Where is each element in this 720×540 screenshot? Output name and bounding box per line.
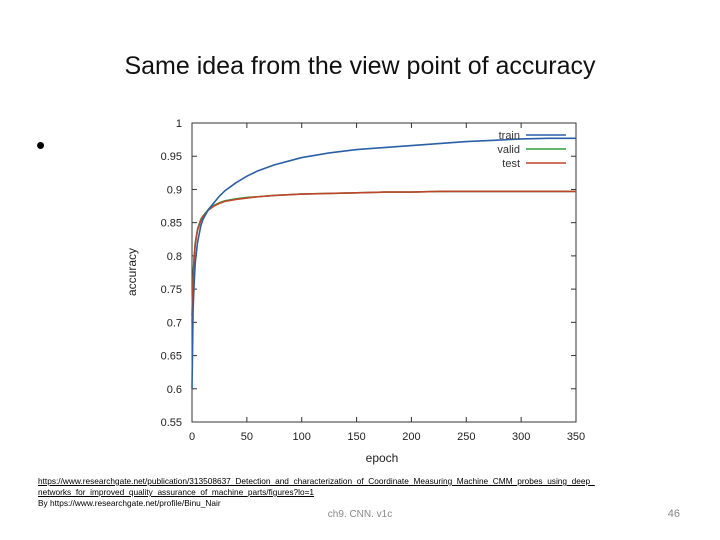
x-tick-label: 250 (457, 431, 475, 443)
x-tick-label: 100 (293, 431, 311, 443)
y-tick-label: 0.7 (167, 317, 182, 329)
series-lines (191, 137, 576, 389)
x-tick-label: 150 (347, 431, 365, 443)
accuracy-chart: 0.55 0.6 0.65 0.7 0.75 0.8 0.85 0.9 0.95 1 0 50 100… (125, 118, 585, 465)
legend-label-train: train (499, 130, 520, 142)
x-axis-ticks: 0 50 100 150 200 250 300 350 (189, 123, 585, 443)
legend-label-test: test (502, 158, 520, 170)
y-axis-label: accuracy (125, 248, 139, 296)
series-line-test (191, 190, 576, 323)
footer-label: ch9. CNN. v1c (327, 509, 393, 520)
plot-frame (191, 122, 577, 423)
slide-title: Same idea from the view point of accurac… (124, 52, 596, 80)
y-tick-label: 0.8 (167, 251, 182, 263)
x-tick-label: 350 (567, 431, 585, 443)
y-tick-label: 1 (176, 118, 182, 130)
y-tick-label: 0.9 (167, 184, 182, 196)
y-tick-label: 0.55 (161, 417, 182, 429)
y-tick-label: 0.85 (161, 218, 182, 230)
legend: train valid test (497, 130, 566, 170)
source-link[interactable]: https://www.researchgate.net/publication… (38, 476, 595, 497)
x-tick-label: 50 (241, 431, 253, 443)
source-citation: https://www.researchgate.net/publication… (38, 476, 598, 509)
series-line-train (191, 137, 576, 389)
y-tick-label: 0.65 (161, 351, 182, 363)
legend-label-valid: valid (497, 144, 520, 156)
plot-area (191, 122, 577, 423)
x-tick-label: 200 (402, 431, 420, 443)
bullet-point: • (36, 130, 46, 160)
page-number: 46 (667, 508, 680, 520)
y-tick-label: 0.75 (161, 284, 182, 296)
source-author: By https://www.researchgate.net/profile/… (38, 498, 221, 508)
x-tick-label: 0 (189, 431, 195, 443)
y-tick-label: 0.6 (167, 384, 182, 396)
x-tick-label: 300 (512, 431, 530, 443)
y-tick-label: 0.95 (161, 151, 182, 163)
x-axis-label: epoch (366, 451, 399, 465)
series-line-valid (191, 190, 576, 316)
